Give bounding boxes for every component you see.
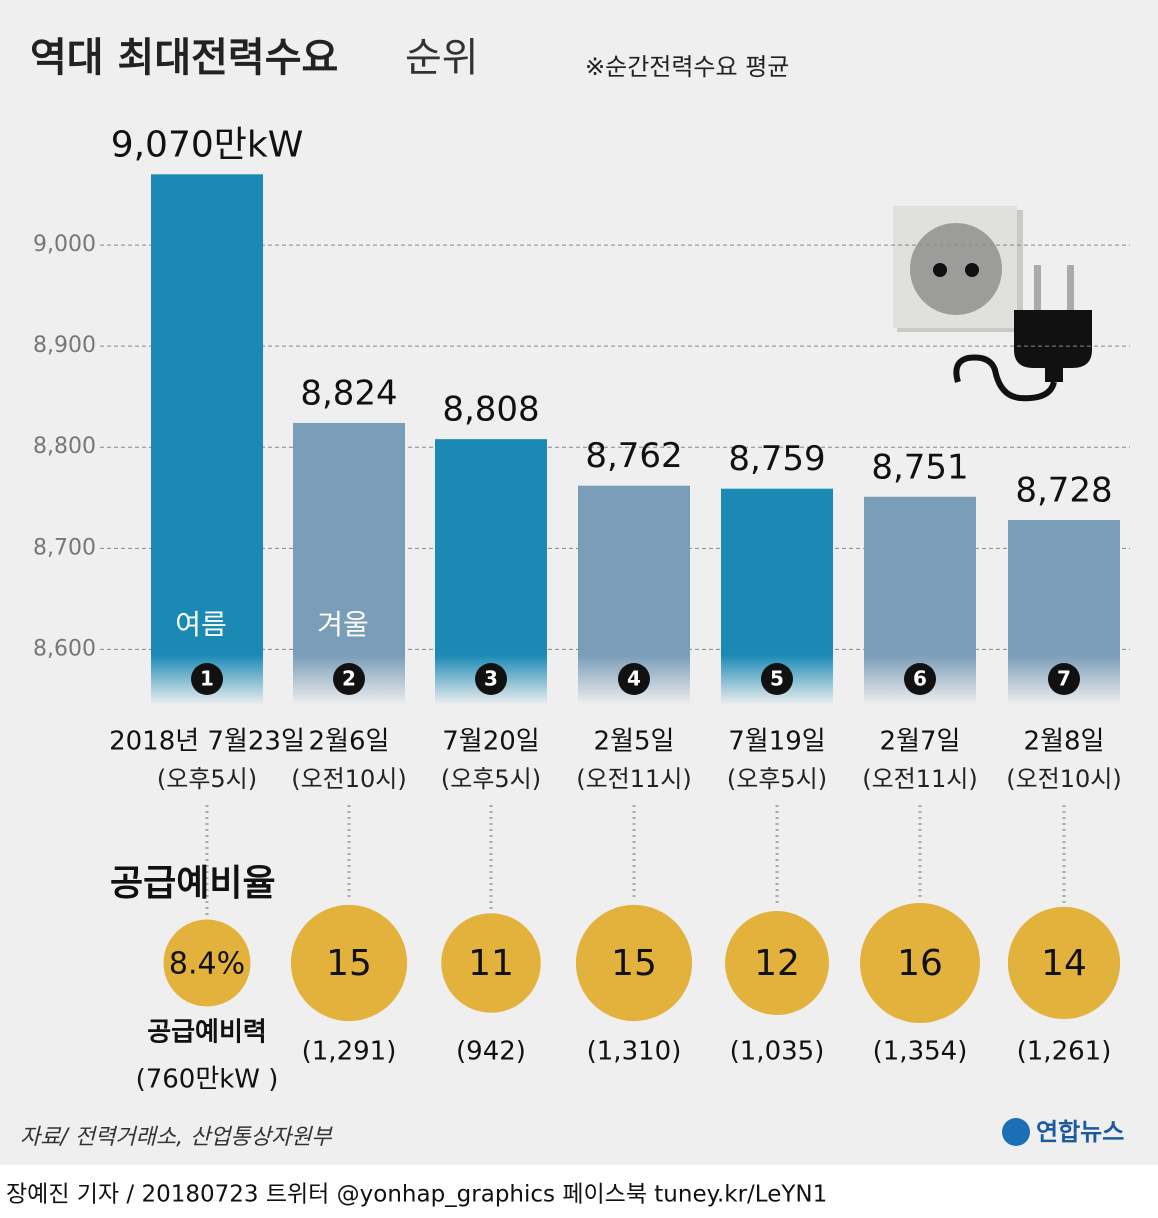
reserve-power-label: (942) bbox=[456, 1037, 526, 1067]
y-tick-label: 8,800 bbox=[33, 434, 96, 459]
y-tick-label: 8,700 bbox=[33, 535, 96, 560]
bar bbox=[151, 174, 263, 705]
bar bbox=[293, 422, 405, 705]
plug-icon bbox=[893, 206, 1092, 402]
reserve-power-label: (1,035) bbox=[730, 1037, 825, 1067]
y-tick-label: 9,000 bbox=[33, 232, 96, 257]
rank-label: 2 bbox=[342, 667, 356, 691]
time-label: (오전11시) bbox=[576, 765, 692, 793]
reserve-power-label: (1,354) bbox=[873, 1037, 968, 1067]
x-tick-label: 2018년 7월23일 bbox=[109, 727, 305, 757]
reserve-ratio-bubble bbox=[860, 903, 980, 1023]
reserve-power-title: 공급예비력 bbox=[147, 1018, 267, 1048]
rank-label: 4 bbox=[627, 667, 641, 691]
value-label: 9,070만kW bbox=[111, 124, 304, 165]
x-tick-label: 2월7일 bbox=[880, 727, 961, 757]
value-label: 8,762 bbox=[585, 436, 682, 476]
reserve-ratio-label: 15 bbox=[326, 943, 372, 984]
reserve-ratio-bubble bbox=[1007, 906, 1121, 1020]
rank-label: 3 bbox=[484, 667, 498, 691]
rank-badge bbox=[618, 663, 650, 695]
value-label: 8,751 bbox=[871, 447, 968, 487]
value-label: 8,808 bbox=[442, 390, 539, 430]
y-tick-label: 8,900 bbox=[33, 333, 96, 358]
x-tick-label: 7월20일 bbox=[442, 727, 539, 757]
source: 자료/ 전력거래소, 산업통상자원부 bbox=[20, 1125, 334, 1150]
value-label: 8,824 bbox=[300, 373, 397, 413]
time-label: (오전11시) bbox=[862, 765, 978, 793]
reserve-ratio-bubble bbox=[441, 913, 541, 1013]
reserve-power-label: (760만kW ) bbox=[136, 1065, 279, 1095]
rank-badge bbox=[761, 663, 793, 695]
time-label: (오후5시) bbox=[157, 765, 257, 793]
reserve-ratio-bubble bbox=[575, 904, 693, 1022]
x-tick-label: 2월8일 bbox=[1024, 727, 1105, 757]
rank-badge bbox=[333, 663, 365, 695]
reserve-power-label: (1,261) bbox=[1017, 1037, 1112, 1067]
reserve-ratio-label: 11 bbox=[468, 943, 514, 984]
logo-icon bbox=[1002, 1118, 1030, 1146]
legend-label: 여름 bbox=[175, 608, 227, 641]
time-label: (오후5시) bbox=[441, 765, 541, 793]
rank-badge bbox=[191, 663, 223, 695]
value-label: 8,759 bbox=[728, 439, 825, 479]
time-label: (오전10시) bbox=[291, 765, 407, 793]
reserve-ratio-label: 8.4% bbox=[169, 947, 245, 982]
rank-badge bbox=[1048, 663, 1080, 695]
credit-bar bbox=[0, 1165, 1158, 1218]
chart-title-light: 순위 bbox=[405, 35, 479, 81]
value-label: 8,728 bbox=[1015, 471, 1112, 511]
note: ※순간전력수요 평균 bbox=[585, 53, 789, 81]
credit: 장예진 기자 / 20180723 트위터 @yonhap_graphics 페… bbox=[6, 1182, 827, 1208]
logo: 연합뉴스 bbox=[1036, 1118, 1124, 1146]
reserve-ratio-label: 16 bbox=[897, 943, 943, 984]
legend-label: 겨울 bbox=[317, 608, 369, 641]
y-tick-label: 8,600 bbox=[33, 636, 96, 661]
reserve-ratio-bubble bbox=[290, 904, 408, 1022]
reserve-ratio-label: 14 bbox=[1041, 943, 1087, 984]
rank-label: 5 bbox=[770, 667, 784, 691]
x-tick-label: 2월6일 bbox=[309, 727, 390, 757]
time-label: (오후5시) bbox=[727, 765, 827, 793]
x-tick-label: 2월5일 bbox=[594, 727, 675, 757]
bar bbox=[435, 439, 547, 705]
reserve-ratio-bubble bbox=[163, 919, 251, 1007]
chart-title: 역대 최대전력수요 bbox=[30, 35, 338, 81]
rank-label: 1 bbox=[200, 667, 214, 691]
reserve-ratio-bubble bbox=[725, 911, 829, 1015]
rank-badge bbox=[475, 663, 507, 695]
rank-label: 7 bbox=[1057, 667, 1071, 691]
x-tick-label: 7월19일 bbox=[728, 727, 825, 757]
reserve-ratio-label: 12 bbox=[754, 943, 800, 984]
rank-badge bbox=[904, 663, 936, 695]
reserve-power-label: (1,310) bbox=[587, 1037, 682, 1067]
time-label: (오전10시) bbox=[1006, 765, 1122, 793]
rank-label: 6 bbox=[913, 667, 927, 691]
reserve-ratio-label: 15 bbox=[611, 943, 657, 984]
reserve-power-label: (1,291) bbox=[302, 1037, 397, 1067]
reserve-ratio-title: 공급예비율 bbox=[110, 863, 276, 904]
